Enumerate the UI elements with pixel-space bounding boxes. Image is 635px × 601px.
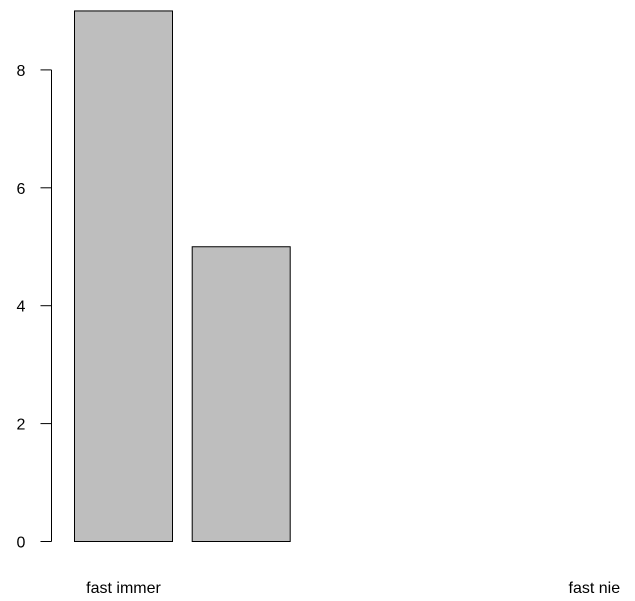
x-category-label: fast nie — [569, 580, 621, 597]
y-tick-label: 2 — [17, 417, 26, 434]
x-category-label: fast immer — [86, 580, 161, 597]
y-tick-label: 8 — [17, 63, 26, 80]
bars — [74, 10, 291, 542]
y-axis: 0 2 4 6 8 — [17, 63, 52, 552]
y-tick-label: 4 — [17, 299, 26, 316]
x-axis-labels: fast immer fast nie — [86, 580, 620, 597]
bar — [191, 246, 291, 542]
bar — [74, 10, 173, 542]
y-tick-label: 0 — [17, 535, 26, 552]
y-tick-label: 6 — [17, 181, 26, 198]
